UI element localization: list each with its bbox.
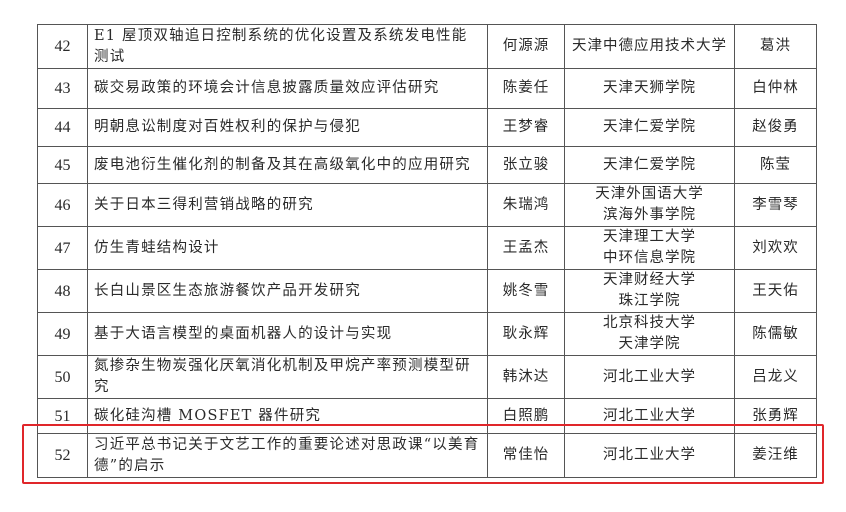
project-title: 习近平总书记关于文艺工作的重要论述对思政课“以美育德”的启示 [87, 433, 488, 478]
project-title: 废电池衍生催化剂的制备及其在高级氧化中的应用研究 [87, 146, 488, 184]
highlight-box [22, 424, 824, 484]
school-name: 天津中德应用技术大学 [564, 24, 735, 69]
school-line: 天津中德应用技术大学 [572, 38, 727, 54]
advisor-name: 葛洪 [734, 24, 817, 69]
advisor-name: 陈莹 [734, 146, 817, 184]
student-name: 姚冬雪 [487, 269, 565, 313]
table-row: 51 碳化硅沟槽 MOSFET 器件研究 白照鹏 河北工业大学 张勇辉 [37, 398, 817, 434]
row-number: 46 [37, 183, 88, 227]
table-row: 50 氮掺杂生物炭强化厌氧消化机制及甲烷产率预测模型研究 韩沐达 河北工业大学 吕龙义 [37, 355, 817, 399]
school-line: 珠江学院 [618, 293, 681, 309]
school-line: 北京科技大学 [603, 315, 696, 331]
advisor-name: 刘欢欢 [734, 226, 817, 270]
advisor-name: 王天佑 [734, 269, 817, 313]
school-line: 河北工业大学 [603, 407, 696, 424]
student-name: 韩沐达 [487, 355, 565, 399]
school-line: 天津仁爱学院 [603, 156, 696, 173]
table-row: 44 明朝息讼制度对百姓权利的保护与侵犯 王梦睿 天津仁爱学院 赵俊勇 [37, 108, 817, 147]
school-line: 滨海外事学院 [603, 207, 696, 223]
school-line: 河北工业大学 [603, 447, 696, 463]
row-number: 43 [37, 68, 88, 109]
school-line: 天津财经大学 [603, 272, 696, 288]
row-number: 50 [37, 355, 88, 399]
school-line: 天津天狮学院 [603, 80, 696, 96]
school-name: 天津理工大学 中环信息学院 [564, 226, 735, 270]
school-name: 天津仁爱学院 [564, 108, 735, 147]
row-number: 42 [37, 24, 88, 69]
row-number: 47 [37, 226, 88, 270]
school-line: 天津理工大学 [603, 229, 696, 245]
project-title: 氮掺杂生物炭强化厌氧消化机制及甲烷产率预测模型研究 [87, 355, 488, 399]
row-number: 49 [37, 312, 88, 356]
table-row: 46 关于日本三得利营销战略的研究 朱瑞鸿 天津外国语大学 滨海外事学院 李雪琴 [37, 183, 817, 227]
table-row: 49 基于大语言模型的桌面机器人的设计与实现 耿永辉 北京科技大学 天津学院 陈儒敏 [37, 312, 817, 356]
school-line: 天津外国语大学 [595, 186, 704, 202]
student-name: 耿永辉 [487, 312, 565, 356]
student-name: 张立骏 [487, 146, 565, 184]
project-title: 明朝息讼制度对百姓权利的保护与侵犯 [87, 108, 488, 147]
school-name: 北京科技大学 天津学院 [564, 312, 735, 356]
student-name: 王孟杰 [487, 226, 565, 270]
row-number: 51 [37, 398, 88, 434]
table-row: 48 长白山景区生态旅游餐饮产品开发研究 姚冬雪 天津财经大学 珠江学院 王天佑 [37, 269, 817, 313]
school-line: 中环信息学院 [603, 250, 696, 266]
student-name: 陈姜任 [487, 68, 565, 109]
table-row: 42 E1 屋顶双轴追日控制系统的优化设置及系统发电性能测试 何源源 天津中德应用技术… [37, 24, 817, 69]
school-line: 天津学院 [618, 336, 681, 352]
school-name: 河北工业大学 [564, 355, 735, 399]
advisor-name: 张勇辉 [734, 398, 817, 434]
advisor-name: 陈儒敏 [734, 312, 817, 356]
school-name: 天津天狮学院 [564, 68, 735, 109]
table-row: 45 废电池衍生催化剂的制备及其在高级氧化中的应用研究 张立骏 天津仁爱学院 陈莹 [37, 146, 817, 184]
project-title: 碳化硅沟槽 MOSFET 器件研究 [87, 398, 488, 434]
row-number: 45 [37, 146, 88, 184]
school-line: 天津仁爱学院 [603, 119, 696, 135]
advisor-name: 姜汪维 [734, 433, 817, 478]
table-row: 47 仿生青蛙结构设计 王孟杰 天津理工大学 中环信息学院 刘欢欢 [37, 226, 817, 270]
school-line: 河北工业大学 [603, 368, 696, 385]
project-title: 基于大语言模型的桌面机器人的设计与实现 [87, 312, 488, 356]
project-title: 仿生青蛙结构设计 [87, 226, 488, 270]
student-name: 朱瑞鸿 [487, 183, 565, 227]
advisor-name: 赵俊勇 [734, 108, 817, 147]
school-name: 天津仁爱学院 [564, 146, 735, 184]
school-name: 河北工业大学 [564, 433, 735, 478]
row-number: 48 [37, 269, 88, 313]
student-name: 常佳怡 [487, 433, 565, 478]
award-list-table: 42 E1 屋顶双轴追日控制系统的优化设置及系统发电性能测试 何源源 天津中德应用技术… [37, 24, 817, 478]
advisor-name: 白仲林 [734, 68, 817, 109]
table-row: 43 碳交易政策的环境会计信息披露质量效应评估研究 陈姜任 天津天狮学院 白仲林 [37, 68, 817, 109]
student-name: 王梦睿 [487, 108, 565, 147]
school-name: 天津财经大学 珠江学院 [564, 269, 735, 313]
student-name: 何源源 [487, 24, 565, 69]
school-name: 天津外国语大学 滨海外事学院 [564, 183, 735, 227]
project-title: 关于日本三得利营销战略的研究 [87, 183, 488, 227]
advisor-name: 吕龙义 [734, 355, 817, 399]
row-number: 44 [37, 108, 88, 147]
table-row: 52 习近平总书记关于文艺工作的重要论述对思政课“以美育德”的启示 常佳怡 河北工业大… [37, 433, 817, 478]
advisor-name: 李雪琴 [734, 183, 817, 227]
project-title: 碳交易政策的环境会计信息披露质量效应评估研究 [87, 68, 488, 109]
project-title: 长白山景区生态旅游餐饮产品开发研究 [87, 269, 488, 313]
school-name: 河北工业大学 [564, 398, 735, 434]
project-title: E1 屋顶双轴追日控制系统的优化设置及系统发电性能测试 [87, 24, 488, 69]
